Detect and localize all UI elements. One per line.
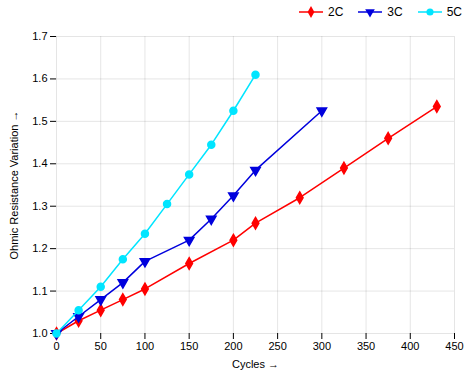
html-text:3C: 3C (387, 5, 403, 19)
svg-text:100: 100 (136, 340, 154, 352)
svg-text:1.1: 1.1 (32, 285, 47, 297)
svg-text:1.3: 1.3 (32, 200, 47, 212)
svg-text:400: 400 (401, 340, 419, 352)
svg-text:Ohmic Resistance Variation →: Ohmic Resistance Variation → (8, 111, 20, 260)
svg-text:1.4: 1.4 (32, 157, 47, 169)
svg-text:350: 350 (357, 340, 375, 352)
svg-text:1.6: 1.6 (32, 72, 47, 84)
svg-text:150: 150 (180, 340, 198, 352)
svg-text:Cycles →: Cycles → (232, 358, 279, 370)
svg-text:200: 200 (224, 340, 242, 352)
svg-text:450: 450 (445, 340, 463, 352)
svg-text:250: 250 (268, 340, 286, 352)
svg-text:1.0: 1.0 (32, 327, 47, 339)
svg-text:50: 50 (95, 340, 107, 352)
svg-text:1.5: 1.5 (32, 115, 47, 127)
svg-text:1.2: 1.2 (32, 242, 47, 254)
svg-text:300: 300 (313, 340, 331, 352)
svg-text:1.7: 1.7 (32, 30, 47, 42)
svg-text:0: 0 (53, 340, 59, 352)
html-text:2C: 2C (328, 5, 344, 19)
html-text:5C: 5C (446, 5, 462, 19)
